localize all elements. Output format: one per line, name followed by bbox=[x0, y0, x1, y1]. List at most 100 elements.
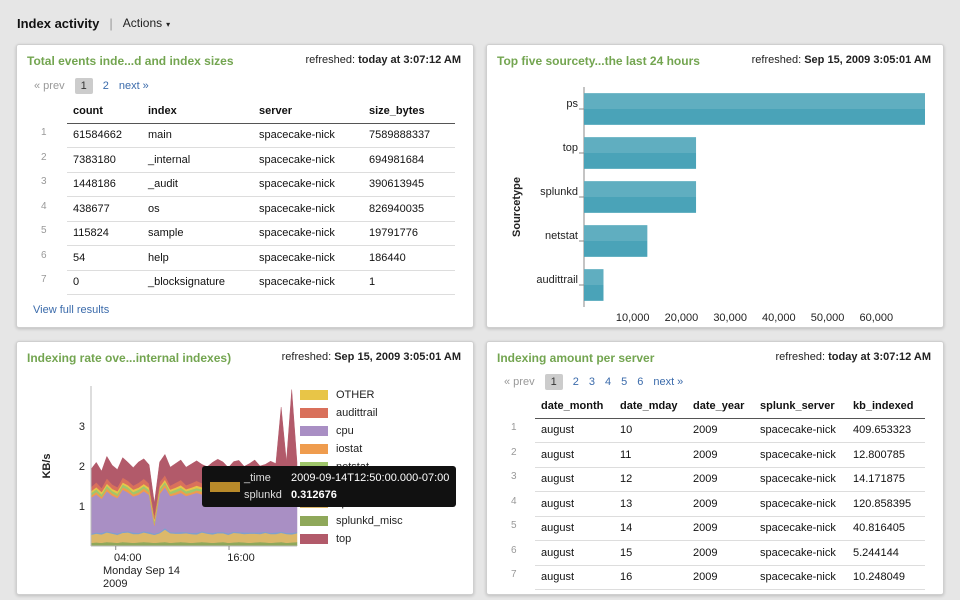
table-cell[interactable]: 694981684 bbox=[363, 147, 455, 173]
pager-page-3[interactable]: 3 bbox=[588, 376, 595, 388]
table-cell[interactable]: spacecake-nick bbox=[253, 221, 363, 246]
pager-prev[interactable]: « prev bbox=[504, 376, 535, 388]
table-cell[interactable]: 186440 bbox=[363, 245, 455, 271]
legend-item[interactable]: splunkd_misc bbox=[300, 512, 434, 530]
table-cell[interactable]: 120.858395 bbox=[847, 491, 925, 517]
table-cell[interactable]: 11 bbox=[614, 442, 687, 468]
table-cell[interactable]: 54 bbox=[67, 245, 142, 271]
table-row[interactable]: 2 august 11 2009 spacecake-nick 12.800785 bbox=[511, 442, 925, 468]
column-header[interactable]: count bbox=[67, 103, 142, 124]
table-cell[interactable]: 10 bbox=[614, 418, 687, 443]
table-row[interactable]: 6 54 help spacecake-nick 186440 bbox=[41, 245, 455, 271]
view-full-results-link[interactable]: View full results bbox=[33, 304, 110, 316]
table-cell[interactable]: 19791776 bbox=[363, 221, 455, 246]
table-cell[interactable]: 115824 bbox=[67, 221, 142, 246]
table-cell[interactable]: spacecake-nick bbox=[253, 172, 363, 197]
table-cell[interactable]: spacecake-nick bbox=[754, 467, 847, 492]
column-header[interactable]: date_month bbox=[535, 398, 614, 419]
table-cell[interactable]: sample bbox=[142, 221, 253, 246]
table-cell[interactable]: 2009 bbox=[687, 516, 754, 541]
table-cell[interactable]: 13 bbox=[614, 491, 687, 517]
table-row[interactable]: 1 august 10 2009 spacecake-nick 409.653323 bbox=[511, 418, 925, 443]
table-cell[interactable]: 2009 bbox=[687, 418, 754, 443]
column-header[interactable]: kb_indexed bbox=[847, 398, 925, 419]
table-row[interactable]: 1 61584662 main spacecake-nick 7589888337 bbox=[41, 123, 455, 148]
table-row[interactable]: 6 august 15 2009 spacecake-nick 5.244144 bbox=[511, 540, 925, 566]
table-cell[interactable]: spacecake-nick bbox=[754, 491, 847, 517]
table-cell[interactable]: main bbox=[142, 123, 253, 148]
table-cell[interactable]: 14 bbox=[614, 516, 687, 541]
table-cell[interactable]: spacecake-nick bbox=[253, 270, 363, 295]
bar-ps[interactable] bbox=[584, 93, 925, 125]
table-cell[interactable]: spacecake-nick bbox=[253, 147, 363, 173]
bar-splunkd[interactable] bbox=[584, 181, 697, 213]
table-cell[interactable]: 2009 bbox=[687, 491, 754, 517]
table-cell[interactable]: august bbox=[535, 467, 614, 492]
column-header[interactable]: splunk_server bbox=[754, 398, 847, 419]
table-cell[interactable]: 826940035 bbox=[363, 196, 455, 222]
column-header[interactable]: date_year bbox=[687, 398, 754, 419]
pager-page-1[interactable]: 1 bbox=[544, 374, 563, 390]
table-cell[interactable]: august bbox=[535, 442, 614, 468]
table-cell[interactable]: august bbox=[535, 491, 614, 517]
table-cell[interactable]: 409.653323 bbox=[847, 418, 925, 443]
column-header[interactable]: date_mday bbox=[614, 398, 687, 419]
table-row[interactable]: 5 115824 sample spacecake-nick 19791776 bbox=[41, 221, 455, 246]
table-cell[interactable]: 0 bbox=[67, 270, 142, 295]
table-cell[interactable]: 40.816405 bbox=[847, 516, 925, 541]
table-cell[interactable]: 14.171875 bbox=[847, 467, 925, 492]
table-cell[interactable]: 10.248049 bbox=[847, 565, 925, 590]
table-cell[interactable]: 438677 bbox=[67, 196, 142, 222]
table-cell[interactable]: 12.800785 bbox=[847, 442, 925, 468]
bar-top[interactable] bbox=[584, 137, 697, 169]
table-row[interactable]: 4 august 13 2009 spacecake-nick 120.858395 bbox=[511, 491, 925, 517]
pager-next[interactable]: next » bbox=[653, 376, 684, 388]
table-cell[interactable]: 2009 bbox=[687, 442, 754, 468]
legend-item[interactable]: top bbox=[300, 530, 434, 548]
pager-page-2[interactable]: 2 bbox=[572, 376, 579, 388]
table-cell[interactable]: spacecake-nick bbox=[754, 418, 847, 443]
pager-prev[interactable]: « prev bbox=[34, 80, 65, 92]
table-cell[interactable]: 390613945 bbox=[363, 172, 455, 197]
table-cell[interactable]: _audit bbox=[142, 172, 253, 197]
table-cell[interactable]: spacecake-nick bbox=[754, 442, 847, 468]
table-cell[interactable]: _blocksignature bbox=[142, 270, 253, 295]
legend-item[interactable]: cpu bbox=[300, 422, 434, 440]
table-cell[interactable]: spacecake-nick bbox=[754, 565, 847, 590]
pager-page-1[interactable]: 1 bbox=[74, 78, 93, 94]
table-cell[interactable]: 16 bbox=[614, 565, 687, 590]
table-cell[interactable]: os bbox=[142, 196, 253, 222]
table-row[interactable]: 5 august 14 2009 spacecake-nick 40.816405 bbox=[511, 516, 925, 541]
table-cell[interactable]: spacecake-nick bbox=[754, 540, 847, 566]
actions-menu-button[interactable]: Actions ▾ bbox=[123, 16, 170, 30]
table-row[interactable]: 3 august 12 2009 spacecake-nick 14.171875 bbox=[511, 467, 925, 492]
column-header[interactable]: server bbox=[253, 103, 363, 124]
table-row[interactable]: 3 1448186 _audit spacecake-nick 390613945 bbox=[41, 172, 455, 197]
table-row[interactable]: 7 0 _blocksignature spacecake-nick 1 bbox=[41, 270, 455, 295]
table-cell[interactable]: august bbox=[535, 418, 614, 443]
table-cell[interactable]: august bbox=[535, 540, 614, 566]
table-cell[interactable]: 7383180 bbox=[67, 147, 142, 173]
bar-netstat[interactable] bbox=[584, 225, 648, 257]
table-cell[interactable]: spacecake-nick bbox=[253, 245, 363, 271]
table-cell[interactable]: 61584662 bbox=[67, 123, 142, 148]
pager-page-6[interactable]: 6 bbox=[637, 376, 644, 388]
table-cell[interactable]: 2009 bbox=[687, 540, 754, 566]
table-cell[interactable]: spacecake-nick bbox=[253, 123, 363, 148]
pager-page-2[interactable]: 2 bbox=[102, 80, 109, 92]
table-cell[interactable]: 1448186 bbox=[67, 172, 142, 197]
legend-item[interactable]: audittrail bbox=[300, 404, 434, 422]
pager-next[interactable]: next » bbox=[118, 80, 149, 92]
table-cell[interactable]: 15 bbox=[614, 540, 687, 566]
pager-page-5[interactable]: 5 bbox=[621, 376, 628, 388]
bar-audittrail[interactable] bbox=[584, 269, 604, 301]
table-cell[interactable]: 1 bbox=[363, 270, 455, 295]
table-cell[interactable]: 5.244144 bbox=[847, 540, 925, 566]
pager-page-4[interactable]: 4 bbox=[604, 376, 612, 388]
table-row[interactable]: 2 7383180 _internal spacecake-nick 694981684 bbox=[41, 147, 455, 173]
table-cell[interactable]: 7589888337 bbox=[363, 123, 455, 148]
table-cell[interactable]: 12 bbox=[614, 467, 687, 492]
table-cell[interactable]: _internal bbox=[142, 147, 253, 173]
table-cell[interactable]: 2009 bbox=[687, 565, 754, 590]
legend-item[interactable]: iostat bbox=[300, 440, 434, 458]
